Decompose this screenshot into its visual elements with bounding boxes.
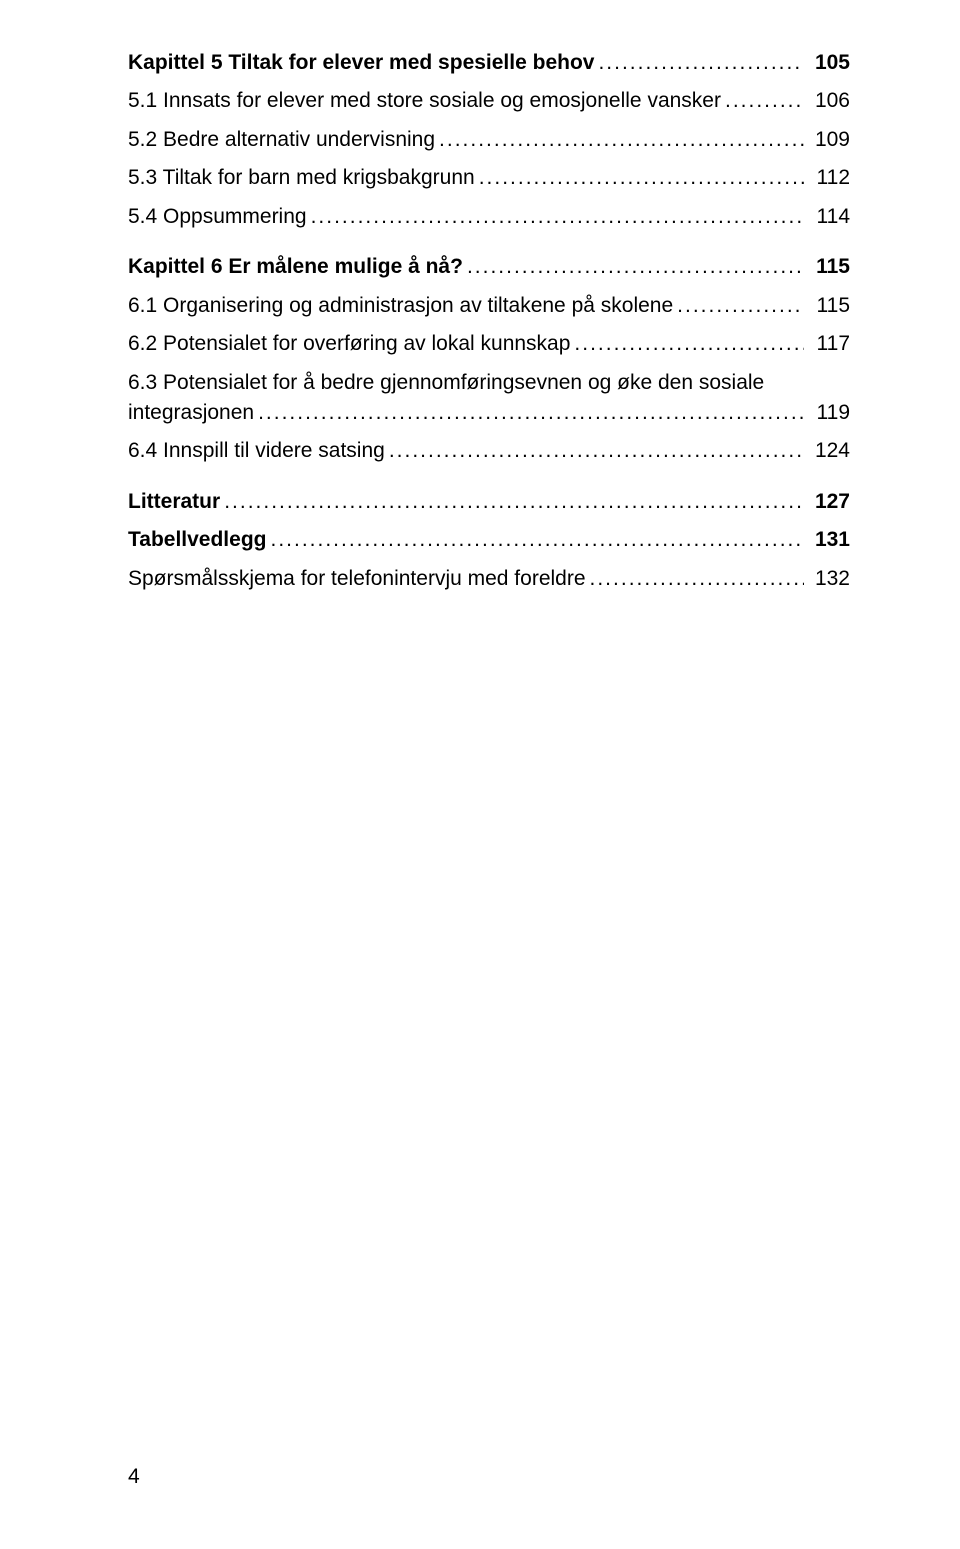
toc-group: Kapittel 6 Er målene mulige å nå? 115 6.1 … <box>128 252 850 467</box>
toc-entry-line1: 6.3 Potensialet for å bedre gjennomførin… <box>128 368 850 398</box>
toc-entry: 5.1 Innsats for elever med store sosiale… <box>128 86 850 116</box>
toc-entry-label: 6.2 Potensialet for overføring av lokal … <box>128 329 570 359</box>
toc-leader-dots <box>463 252 804 282</box>
toc-entry-page: 117 <box>804 329 850 359</box>
toc-entry-page: 127 <box>804 487 850 517</box>
toc-entry-page: 119 <box>804 398 850 428</box>
toc-entry-label: 6.3 Potensialet for å bedre gjennomførin… <box>128 371 764 394</box>
toc-entry: Kapittel 6 Er målene mulige å nå? 115 <box>128 252 850 282</box>
toc-entry-label: integrasjonen <box>128 398 254 428</box>
toc-leader-dots <box>673 291 804 321</box>
toc-entry: 6.4 Innspill til videre satsing 124 <box>128 436 850 466</box>
toc-entry-label: 5.1 Innsats for elever med store sosiale… <box>128 86 721 116</box>
toc-container: Kapittel 5 Tiltak for elever med spesiel… <box>128 48 850 594</box>
toc-leader-dots <box>570 329 804 359</box>
toc-entry-page: 114 <box>804 202 850 232</box>
toc-entry: 5.4 Oppsummering 114 <box>128 202 850 232</box>
toc-leader-dots <box>594 48 804 78</box>
toc-group: Kapittel 5 Tiltak for elever med spesiel… <box>128 48 850 232</box>
toc-entry-page: 131 <box>804 525 850 555</box>
toc-entry-label: 5.3 Tiltak for barn med krigsbakgrunn <box>128 163 475 193</box>
toc-entry-label: Spørsmålsskjema for telefonintervju med … <box>128 564 586 594</box>
toc-leader-dots <box>220 487 804 517</box>
toc-entry: integrasjonen 119 <box>128 398 850 428</box>
toc-entry-label: 5.4 Oppsummering <box>128 202 307 232</box>
toc-entry: 5.2 Bedre alternativ undervisning 109 <box>128 125 850 155</box>
toc-entry: 6.2 Potensialet for overføring av lokal … <box>128 329 850 359</box>
toc-entry-page: 105 <box>804 48 850 78</box>
toc-leader-dots <box>435 125 804 155</box>
toc-entry-page: 124 <box>804 436 850 466</box>
toc-leader-dots <box>475 163 804 193</box>
toc-leader-dots <box>721 86 804 116</box>
toc-entry: 5.3 Tiltak for barn med krigsbakgrunn 112 <box>128 163 850 193</box>
toc-entry-page: 109 <box>804 125 850 155</box>
toc-leader-dots <box>307 202 804 232</box>
toc-group: Litteratur 127 Tabellvedlegg 131 Spørsmålssk… <box>128 487 850 594</box>
toc-leader-dots <box>385 436 804 466</box>
toc-leader-dots <box>254 398 804 428</box>
toc-entry: 6.1 Organisering og administrasjon av ti… <box>128 291 850 321</box>
toc-leader-dots <box>266 525 804 555</box>
toc-entry-page: 132 <box>804 564 850 594</box>
toc-leader-dots <box>586 564 804 594</box>
toc-entry-label: Litteratur <box>128 487 220 517</box>
toc-entry-page: 115 <box>804 252 850 282</box>
toc-entry-page: 112 <box>804 163 850 193</box>
toc-entry-label: Kapittel 5 Tiltak for elever med spesiel… <box>128 48 594 78</box>
toc-entry-page: 106 <box>804 86 850 116</box>
toc-entry: Spørsmålsskjema for telefonintervju med … <box>128 564 850 594</box>
page: Kapittel 5 Tiltak for elever med spesiel… <box>0 0 960 1549</box>
page-number: 4 <box>128 1465 140 1489</box>
toc-entry-label: Tabellvedlegg <box>128 525 266 555</box>
toc-entry-label: 6.1 Organisering og administrasjon av ti… <box>128 291 673 321</box>
toc-entry-label: 5.2 Bedre alternativ undervisning <box>128 125 435 155</box>
toc-entry-page: 115 <box>804 291 850 321</box>
toc-entry: Tabellvedlegg 131 <box>128 525 850 555</box>
toc-entry: Kapittel 5 Tiltak for elever med spesiel… <box>128 48 850 78</box>
toc-entry-label: Kapittel 6 Er målene mulige å nå? <box>128 252 463 282</box>
toc-entry-label: 6.4 Innspill til videre satsing <box>128 436 385 466</box>
toc-entry: Litteratur 127 <box>128 487 850 517</box>
